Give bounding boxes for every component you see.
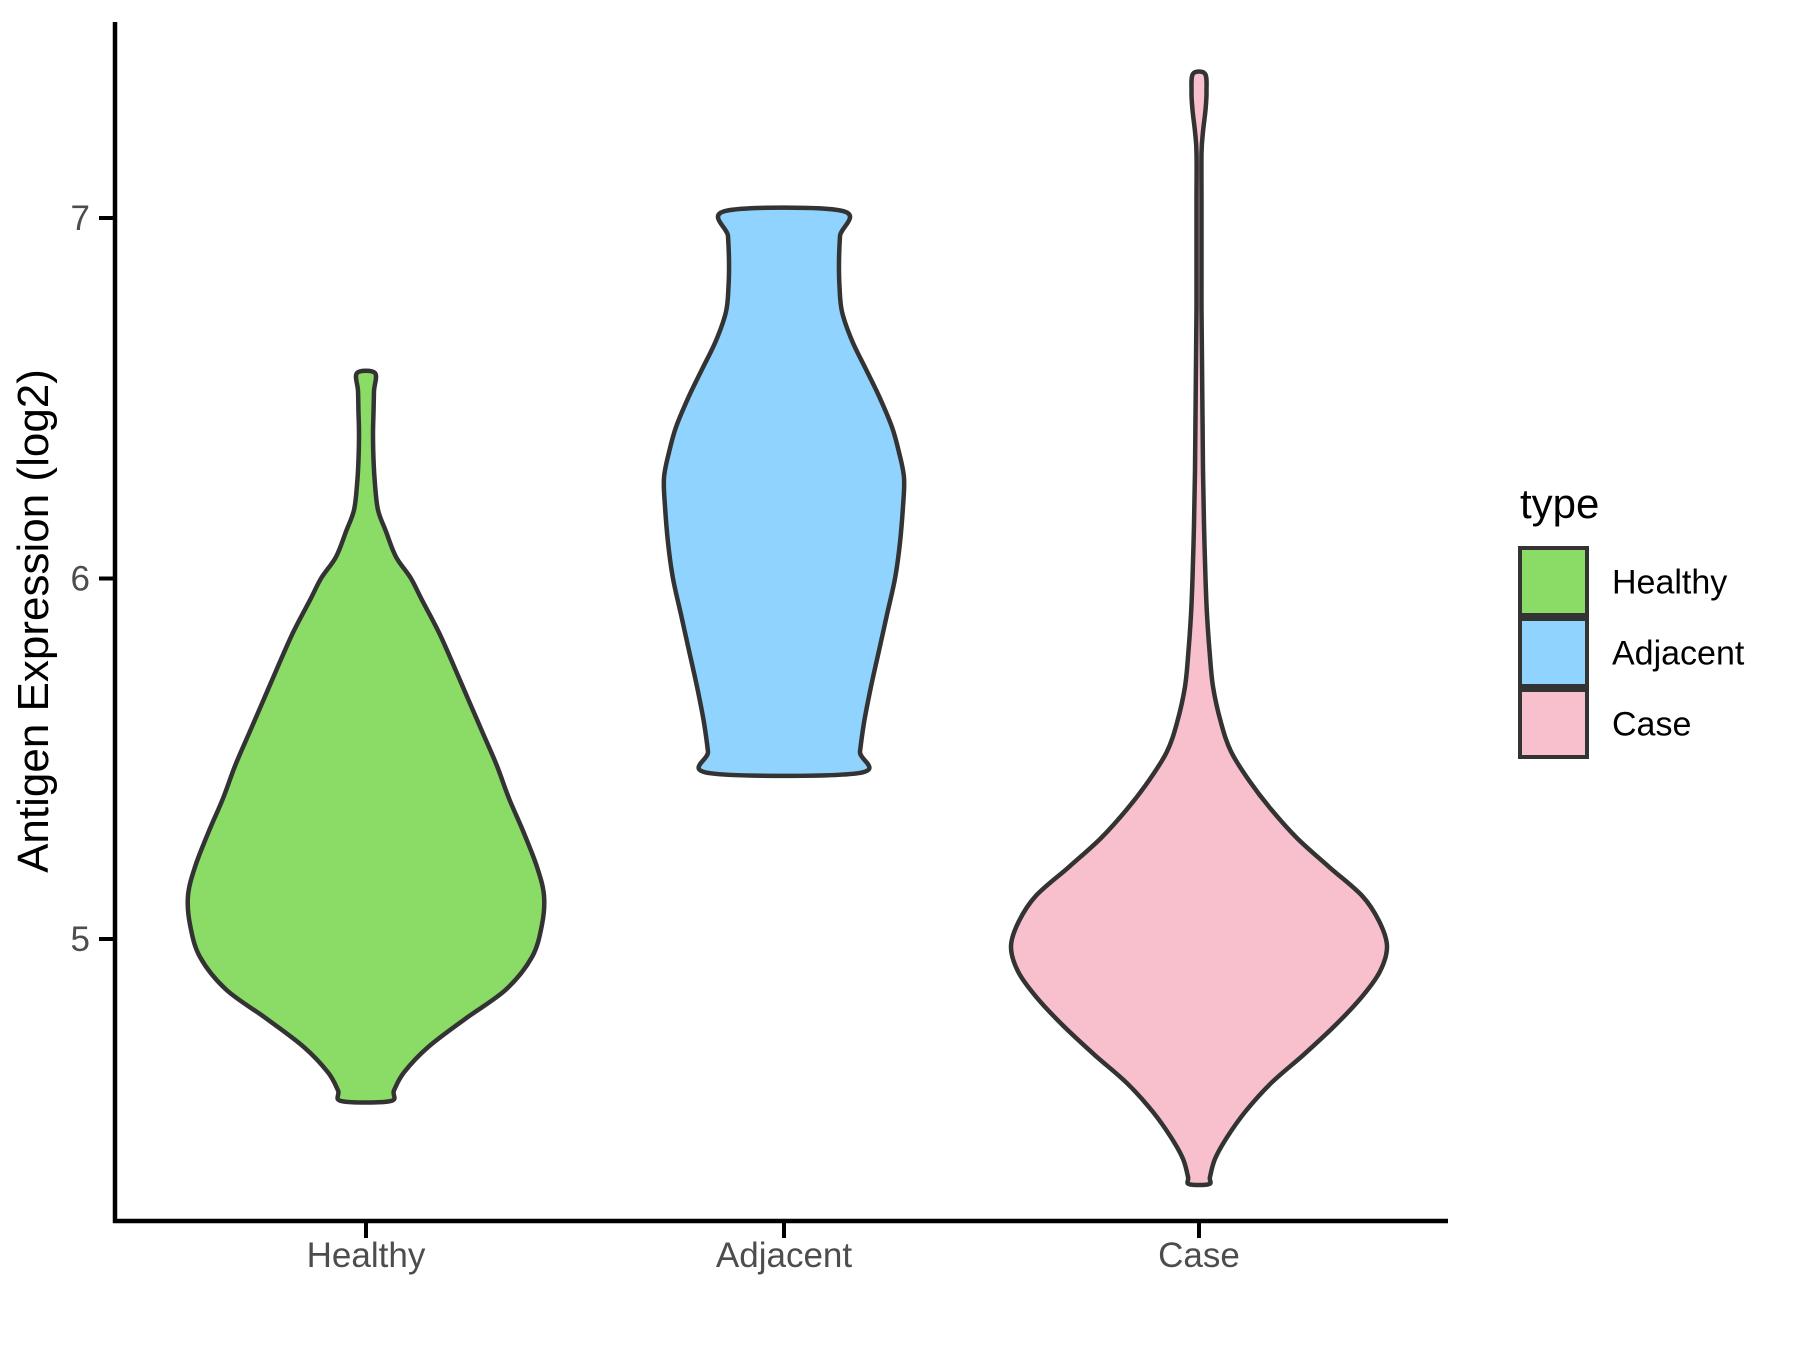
- legend: type Healthy Adjacent Case: [1518, 480, 1745, 759]
- violin-case: [1008, 69, 1390, 1188]
- y-axis-ticks: 7 6 5: [71, 199, 114, 959]
- legend-key-adjacent: [1518, 617, 1589, 688]
- x-tick-label-healthy: Healthy: [307, 1236, 426, 1275]
- x-tick-label-adjacent: Adjacent: [716, 1236, 852, 1275]
- y-axis-title: Antigen Expression (log2): [9, 369, 58, 873]
- x-tick-label-case: Case: [1158, 1236, 1240, 1275]
- y-tick-label: 6: [71, 560, 90, 599]
- y-tick-label: 7: [71, 199, 90, 238]
- legend-label-adjacent: Adjacent: [1612, 635, 1745, 673]
- legend-label-case: Case: [1612, 706, 1691, 744]
- legend-title: type: [1520, 480, 1599, 527]
- violin-healthy: [185, 368, 547, 1105]
- legend-key-healthy: [1518, 546, 1589, 617]
- legend-label-healthy: Healthy: [1612, 564, 1727, 602]
- y-tick-label: 5: [71, 920, 90, 959]
- violins-layer: [185, 69, 1390, 1188]
- legend-key-case: [1518, 688, 1589, 759]
- violin-adjacent: [661, 205, 907, 779]
- x-axis-ticks: Healthy Adjacent Case: [307, 1223, 1240, 1275]
